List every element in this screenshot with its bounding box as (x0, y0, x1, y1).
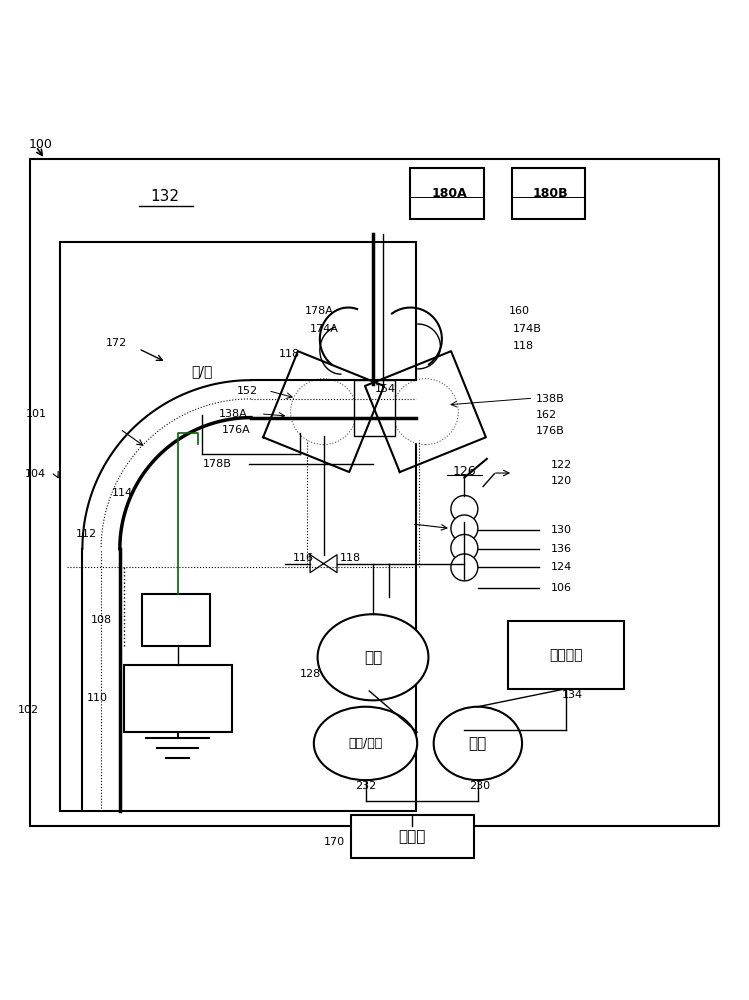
Text: 178A: 178A (304, 306, 333, 316)
Circle shape (451, 534, 478, 561)
Text: 118: 118 (279, 349, 300, 359)
Text: 232: 232 (355, 781, 376, 791)
Text: 106: 106 (551, 583, 571, 593)
Text: 110: 110 (87, 693, 108, 703)
Ellipse shape (434, 707, 522, 780)
Text: 154: 154 (374, 384, 395, 394)
Text: 124: 124 (551, 562, 571, 572)
Text: 170: 170 (324, 837, 345, 847)
Bar (508, 621, 624, 689)
Text: 114: 114 (112, 488, 133, 498)
Text: 160: 160 (509, 306, 530, 316)
Text: 132: 132 (151, 189, 179, 204)
Circle shape (291, 379, 357, 445)
Text: 泵/阀: 泵/阀 (192, 364, 213, 378)
Text: 162: 162 (536, 410, 557, 420)
Bar (512, 168, 585, 219)
Text: 112: 112 (76, 529, 97, 539)
Text: 174A: 174A (309, 324, 339, 334)
Text: 134: 134 (562, 690, 583, 700)
Bar (124, 665, 232, 732)
Text: 加热系统: 加热系统 (549, 648, 583, 662)
Text: 138B: 138B (536, 394, 564, 404)
Text: 104: 104 (25, 469, 46, 479)
Text: 122: 122 (551, 460, 571, 470)
Text: 控制器: 控制器 (398, 829, 426, 844)
Text: 118: 118 (340, 553, 361, 563)
Text: 120: 120 (551, 476, 571, 486)
Circle shape (392, 379, 458, 445)
Bar (351, 815, 474, 858)
Text: 172: 172 (106, 338, 127, 348)
Text: 118: 118 (513, 341, 534, 351)
Text: 176A: 176A (222, 425, 251, 435)
Text: 178B: 178B (203, 459, 232, 469)
Text: 气体/真空: 气体/真空 (348, 737, 383, 750)
Ellipse shape (318, 614, 428, 700)
Text: 130: 130 (551, 525, 571, 535)
Text: 174B: 174B (513, 324, 542, 334)
Text: 100: 100 (28, 138, 52, 151)
Bar (142, 594, 210, 646)
Text: 101: 101 (25, 409, 46, 419)
Ellipse shape (314, 707, 417, 780)
Bar (354, 380, 395, 436)
Text: 180A: 180A (431, 187, 467, 200)
Text: 102: 102 (18, 705, 39, 715)
Circle shape (451, 554, 478, 581)
Text: 真空: 真空 (364, 650, 382, 665)
Circle shape (451, 515, 478, 542)
Bar (410, 168, 484, 219)
Text: 116: 116 (293, 553, 314, 563)
Text: 108: 108 (91, 615, 112, 625)
Text: 176B: 176B (536, 426, 564, 436)
Text: 136: 136 (551, 544, 571, 554)
Circle shape (451, 496, 478, 522)
Text: 152: 152 (237, 386, 258, 396)
Text: 180B: 180B (533, 187, 568, 200)
Text: 128: 128 (300, 669, 321, 679)
Bar (60, 242, 416, 811)
Text: 230: 230 (469, 781, 490, 791)
Text: 流体: 流体 (469, 736, 487, 751)
Text: 138A: 138A (219, 409, 247, 419)
Text: 126: 126 (452, 465, 476, 478)
Circle shape (159, 328, 246, 415)
